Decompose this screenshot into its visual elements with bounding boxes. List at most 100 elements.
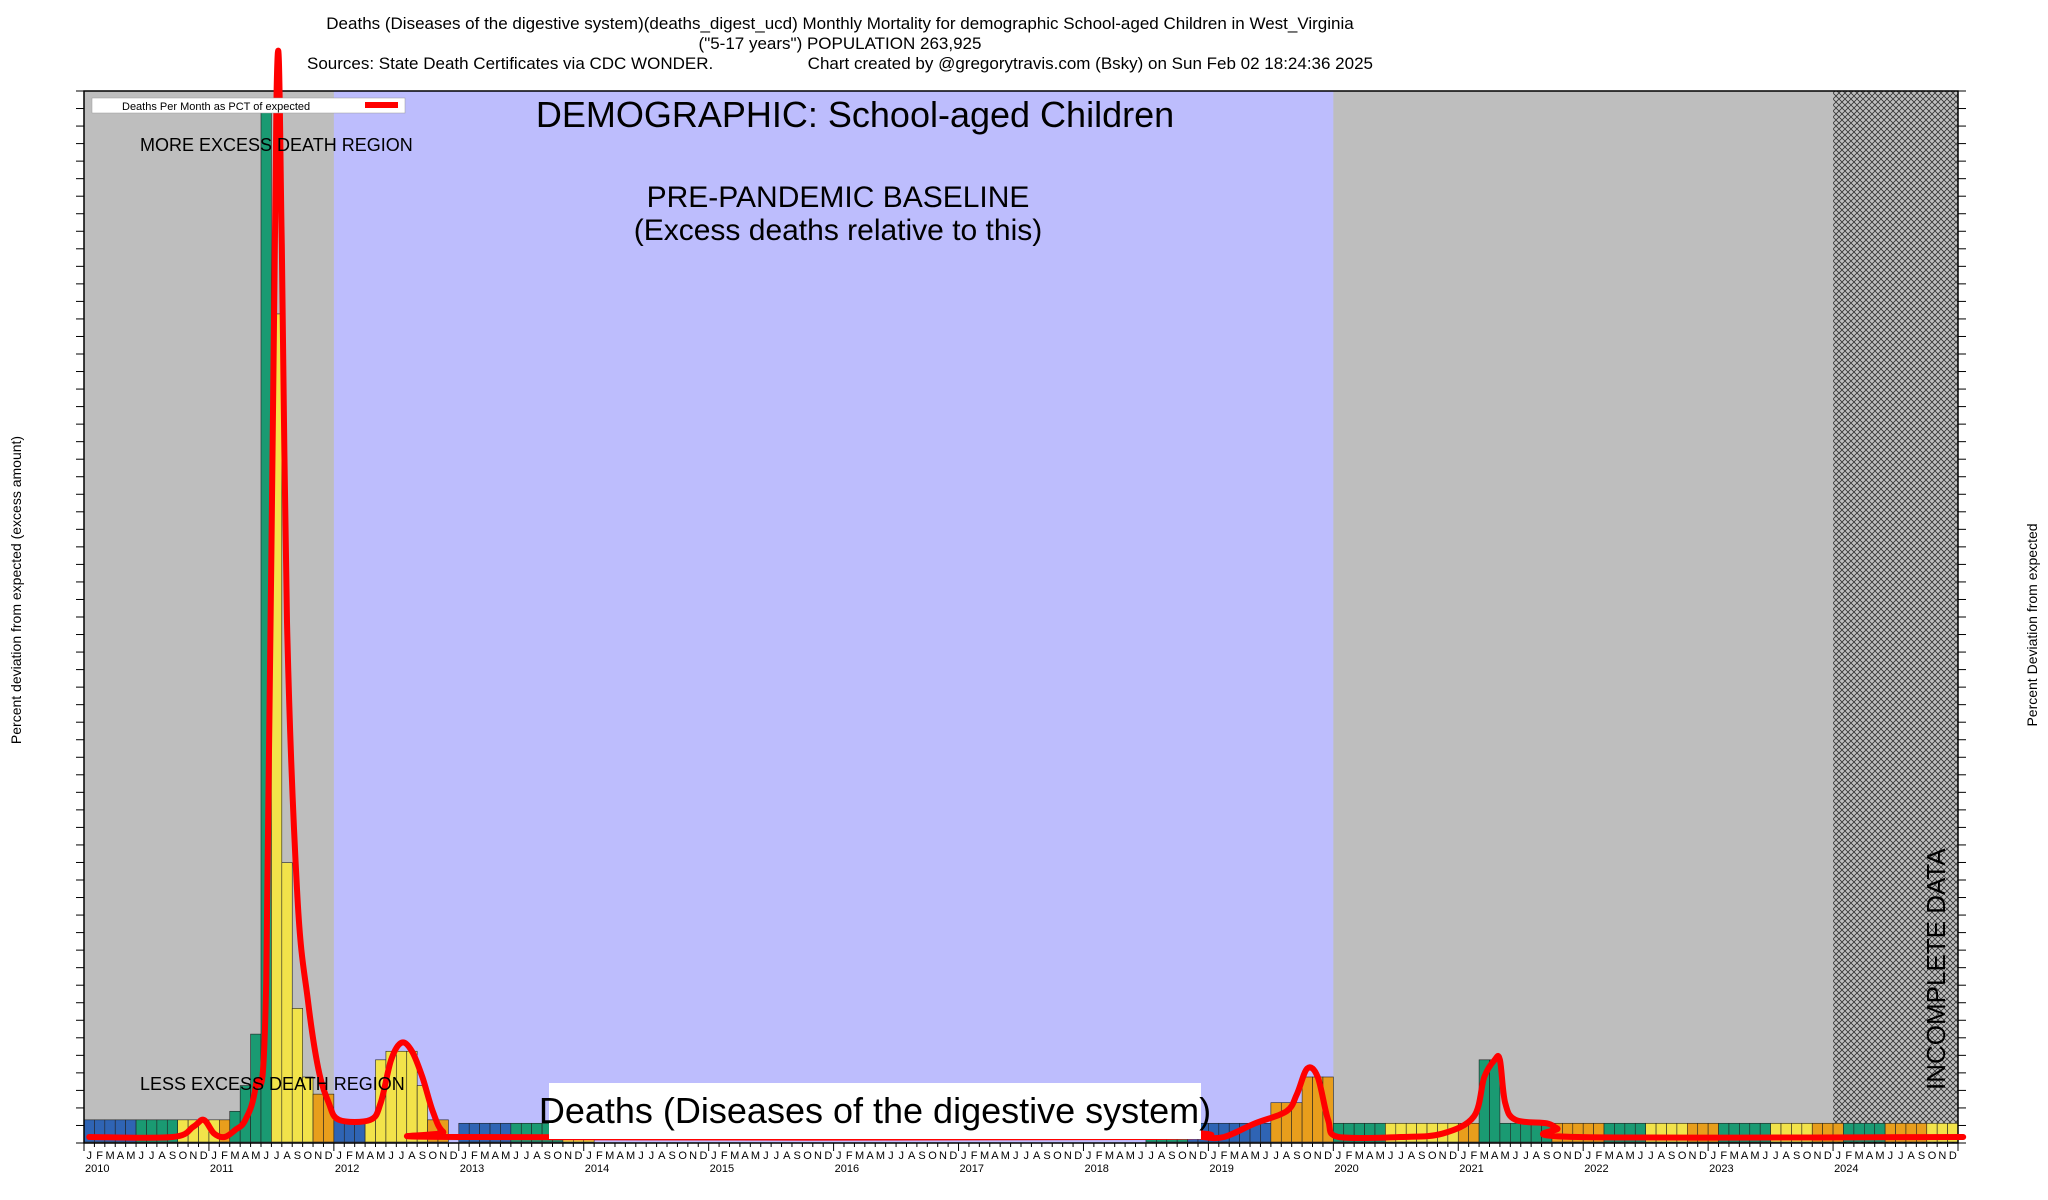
x-tick-label-month: J	[1888, 1150, 1894, 1162]
x-tick-label-year: 2016	[835, 1163, 859, 1175]
x-tick-label-month: A	[367, 1150, 375, 1162]
x-tick-label-month: F	[1471, 1150, 1478, 1162]
x-tick-label-month: J	[211, 1150, 217, 1162]
x-tick-label-year: 2013	[460, 1163, 484, 1175]
x-tick-label-month: J	[461, 1150, 467, 1162]
x-tick-label-year: 2018	[1084, 1163, 1108, 1175]
x-tick-label-month: F	[971, 1150, 978, 1162]
chart-title: Deaths (Diseases of the digestive system…	[326, 14, 1354, 33]
x-tick-label-month: J	[586, 1150, 592, 1162]
bottom-title: Deaths (Diseases of the digestive system…	[539, 1090, 1211, 1131]
x-tick-label-month: O	[928, 1150, 937, 1162]
x-tick-label-month: F	[346, 1150, 353, 1162]
x-tick-label-month: D	[575, 1150, 583, 1162]
x-tick-label-year: 2015	[710, 1163, 734, 1175]
x-tick-label-month: A	[908, 1150, 916, 1162]
x-tick-label-month: J	[1513, 1150, 1519, 1162]
x-tick-label-month: F	[471, 1150, 478, 1162]
x-tick-label-month: M	[1730, 1150, 1739, 1162]
x-tick-label-month: J	[888, 1150, 894, 1162]
x-tick-label-month: M	[876, 1150, 885, 1162]
x-tick-label-month: J	[1211, 1150, 1217, 1162]
x-tick-label-month: J	[149, 1150, 155, 1162]
x-tick-label-month: J	[1461, 1150, 1467, 1162]
x-tick-label-month: S	[169, 1150, 176, 1162]
x-tick-label-month: J	[336, 1150, 342, 1162]
x-tick-label-month: A	[408, 1150, 416, 1162]
x-tick-label-year: 2012	[335, 1163, 359, 1175]
x-tick-label-month: F	[721, 1150, 728, 1162]
more-excess-label: MORE EXCESS DEATH REGION	[140, 135, 413, 155]
x-tick-label-month: D	[824, 1150, 832, 1162]
pct-expected-line	[86, 47, 1967, 1142]
x-tick-label-month: A	[1533, 1150, 1541, 1162]
x-tick-label-month: N	[314, 1150, 322, 1162]
x-tick-label-month: J	[1773, 1150, 1779, 1162]
x-tick-label-month: J	[263, 1150, 269, 1162]
x-tick-label-month: A	[492, 1150, 500, 1162]
x-tick-label-month: J	[1638, 1150, 1644, 1162]
x-tick-label-month: N	[1564, 1150, 1572, 1162]
bar	[281, 862, 293, 1143]
x-tick-label-year: 2022	[1584, 1163, 1608, 1175]
x-tick-label-month: J	[1648, 1150, 1654, 1162]
bottom-title-box	[549, 1083, 1201, 1139]
x-tick-label-month: M	[730, 1150, 739, 1162]
x-tick-label-month: N	[939, 1150, 947, 1162]
x-tick-label-month: A	[1741, 1150, 1749, 1162]
x-tick-label-month: J	[1086, 1150, 1092, 1162]
x-tick-label-month: M	[105, 1150, 114, 1162]
x-tick-label-month: J	[388, 1150, 394, 1162]
x-tick-label-month: A	[1616, 1150, 1624, 1162]
x-tick-label-month: M	[855, 1150, 864, 1162]
x-tick-label-month: F	[1221, 1150, 1228, 1162]
x-tick-label-month: M	[751, 1150, 760, 1162]
x-tick-label-month: F	[1720, 1150, 1727, 1162]
x-tick-label-month: O	[304, 1150, 313, 1162]
x-tick-label-month: M	[1855, 1150, 1864, 1162]
x-tick-label-month: M	[1625, 1150, 1634, 1162]
x-tick-label-month: A	[741, 1150, 749, 1162]
less-excess-label: LESS EXCESS DEATH REGION	[140, 1074, 405, 1094]
x-tick-label-month: M	[480, 1150, 489, 1162]
x-tick-label-month: A	[991, 1150, 999, 1162]
x-tick-label-month: F	[1595, 1150, 1602, 1162]
bar	[1530, 1122, 1542, 1143]
baseline-label: PRE-PANDEMIC BASELINE	[647, 181, 1030, 214]
x-tick-label-year: 2024	[1834, 1163, 1858, 1175]
x-tick-label-month: J	[513, 1150, 519, 1162]
x-tick-label-month: O	[1803, 1150, 1812, 1162]
x-tick-label-month: N	[1064, 1150, 1072, 1162]
x-tick-label-month: D	[1074, 1150, 1082, 1162]
x-tick-label-month: J	[649, 1150, 655, 1162]
x-tick-label-month: J	[139, 1150, 145, 1162]
x-tick-label-month: N	[1813, 1150, 1821, 1162]
x-tick-label-month: N	[814, 1150, 822, 1162]
x-tick-label-month: M	[1001, 1150, 1010, 1162]
x-tick-label-month: O	[428, 1150, 437, 1162]
x-tick-label-month: F	[96, 1150, 103, 1162]
x-tick-label-month: M	[1126, 1150, 1135, 1162]
x-tick-label-month: J	[1836, 1150, 1842, 1162]
x-tick-label-month: J	[1148, 1150, 1154, 1162]
x-tick-label-month: A	[658, 1150, 666, 1162]
x-tick-label-month: M	[126, 1150, 135, 1162]
x-tick-label-month: A	[1866, 1150, 1874, 1162]
x-tick-label-month: D	[699, 1150, 707, 1162]
x-tick-label-month: J	[836, 1150, 842, 1162]
x-tick-label-month: M	[980, 1150, 989, 1162]
x-tick-label-month: F	[1346, 1150, 1353, 1162]
x-tick-label-month: A	[533, 1150, 541, 1162]
x-tick-label-month: D	[949, 1150, 957, 1162]
baseline-sublabel: (Excess deaths relative to this)	[634, 214, 1043, 247]
x-tick-label-month: J	[1138, 1150, 1144, 1162]
bar	[1260, 1122, 1272, 1143]
x-tick-label-month: J	[1013, 1150, 1019, 1162]
x-tick-label-month: M	[1355, 1150, 1364, 1162]
bar	[1270, 1102, 1282, 1143]
x-tick-label-year: 2023	[1709, 1163, 1733, 1175]
x-tick-label-month: A	[1491, 1150, 1499, 1162]
x-tick-label-month: O	[1053, 1150, 1062, 1162]
x-tick-label-month: O	[1428, 1150, 1437, 1162]
